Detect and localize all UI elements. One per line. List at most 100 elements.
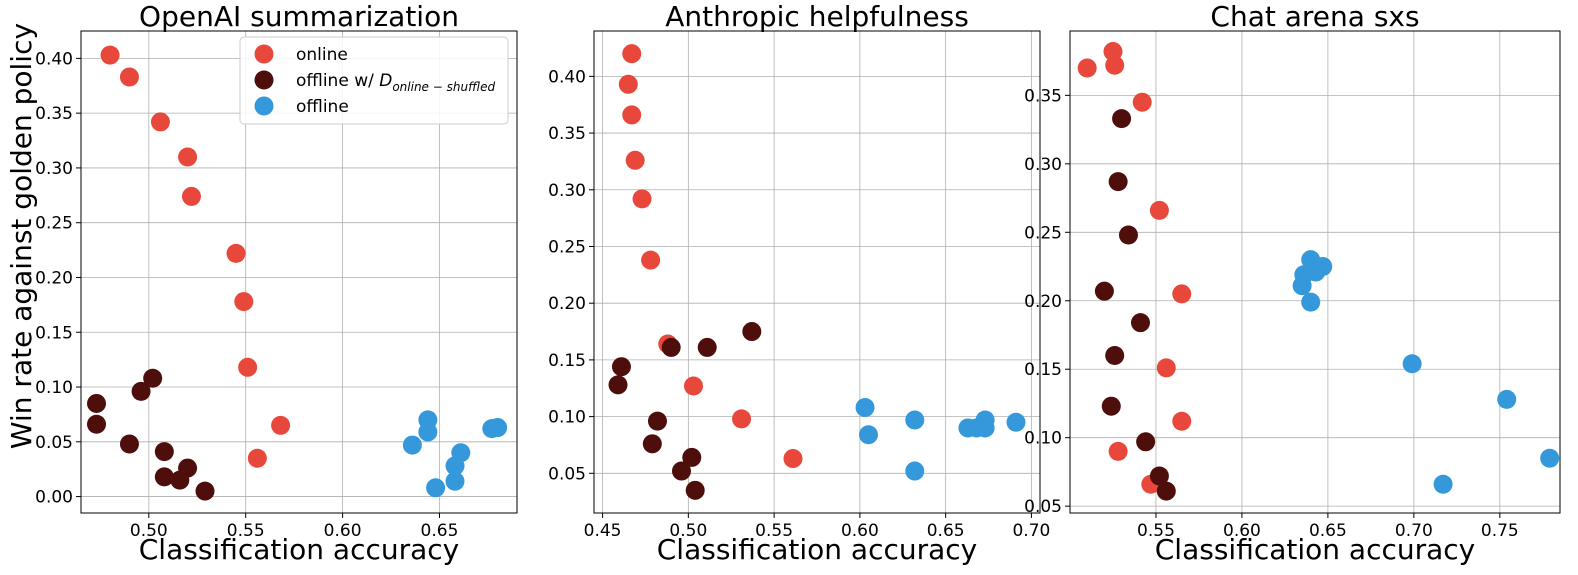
data-point bbox=[1149, 466, 1169, 486]
data-point bbox=[1105, 55, 1125, 75]
data-point bbox=[445, 471, 465, 491]
data-point bbox=[1130, 313, 1150, 333]
data-point bbox=[143, 368, 163, 388]
y-tick-label: 0.20 bbox=[1024, 292, 1062, 312]
data-point bbox=[1108, 172, 1128, 192]
series-offline bbox=[855, 398, 1026, 481]
y-tick-label: 0.05 bbox=[548, 464, 586, 484]
data-point bbox=[181, 186, 201, 206]
series-online bbox=[1077, 42, 1192, 494]
data-point bbox=[625, 150, 645, 170]
x-tick-label: 0.50 bbox=[130, 521, 168, 541]
data-point bbox=[783, 449, 803, 469]
y-tick-label: 0.20 bbox=[35, 268, 73, 288]
data-point bbox=[1101, 396, 1121, 416]
data-point bbox=[119, 67, 139, 87]
series-offline_shuffled bbox=[87, 368, 215, 501]
panel-2: 0.45 0.50 0.55 0.60 0.65 0.70 0.05 0.10 0.15 0.20… bbox=[548, 0, 1050, 566]
data-point bbox=[451, 443, 471, 463]
x-tick-label: 0.75 bbox=[1481, 521, 1519, 541]
data-point bbox=[1156, 481, 1176, 501]
data-point bbox=[234, 292, 254, 312]
legend-box bbox=[239, 36, 509, 125]
y-tick-label: 0.40 bbox=[548, 67, 586, 87]
data-point bbox=[622, 44, 642, 64]
y-tick-label: 0.35 bbox=[35, 104, 73, 124]
data-point bbox=[1497, 389, 1517, 409]
data-point bbox=[618, 74, 638, 94]
data-point bbox=[632, 189, 652, 209]
x-tick-label: 0.70 bbox=[1395, 521, 1433, 541]
chart-title: OpenAI summarization bbox=[139, 0, 459, 33]
panel-1: 0.50 0.55 0.60 0.65 0.00 0.05 0.10 0.15 0.20 0.25… bbox=[35, 0, 518, 566]
data-point bbox=[855, 398, 875, 418]
data-point bbox=[119, 434, 139, 454]
y-tick-label: 0.05 bbox=[1024, 497, 1062, 517]
data-point bbox=[1292, 276, 1312, 296]
y-tick-label: 0.30 bbox=[1024, 155, 1062, 175]
x-tick-label: 0.65 bbox=[421, 521, 459, 541]
legend-marker bbox=[254, 96, 274, 116]
chart-title: Anthropic helpfulness bbox=[665, 0, 969, 33]
y-tick-label: 0.30 bbox=[548, 181, 586, 201]
x-tick-label: 0.70 bbox=[1012, 521, 1050, 541]
x-tick-label: 0.60 bbox=[1223, 521, 1261, 541]
y-tick-label: 0.35 bbox=[1024, 86, 1062, 106]
data-point bbox=[905, 410, 925, 430]
data-point bbox=[418, 422, 438, 442]
data-point bbox=[226, 243, 246, 263]
x-axis-label: Classification accuracy bbox=[139, 533, 460, 566]
data-point bbox=[150, 112, 170, 132]
data-point bbox=[1540, 448, 1560, 468]
series-offline bbox=[402, 410, 508, 498]
plot-frame bbox=[1069, 30, 1561, 514]
legend-marker bbox=[254, 44, 274, 64]
chart-title: Chat arena sxs bbox=[1210, 0, 1419, 33]
data-point bbox=[1132, 92, 1152, 112]
y-tick-label: 0.25 bbox=[548, 237, 586, 257]
data-point bbox=[608, 375, 628, 395]
data-point bbox=[642, 434, 662, 454]
panels: 0.50 0.55 0.60 0.65 0.00 0.05 0.10 0.15 0.20 0.25… bbox=[35, 0, 1561, 566]
data-point bbox=[641, 250, 661, 270]
data-point bbox=[682, 447, 702, 467]
plot-frame bbox=[80, 30, 518, 514]
data-point bbox=[611, 357, 631, 377]
data-point bbox=[1156, 358, 1176, 378]
data-point bbox=[87, 414, 107, 434]
data-point bbox=[238, 357, 258, 377]
series-online bbox=[100, 45, 291, 468]
data-point bbox=[671, 461, 691, 481]
series-offline_shuffled bbox=[1094, 109, 1176, 501]
data-point bbox=[697, 337, 717, 357]
y-tick-label: 0.10 bbox=[35, 378, 73, 398]
data-point bbox=[1402, 354, 1422, 374]
y-axis-label: Win rate against golden policy bbox=[5, 23, 38, 449]
data-point bbox=[1077, 58, 1097, 78]
y-tick-label: 0.35 bbox=[548, 124, 586, 144]
y-tick-label: 0.40 bbox=[35, 49, 73, 69]
x-axis-label: Classification accuracy bbox=[1155, 533, 1476, 566]
data-point bbox=[100, 45, 120, 65]
y-tick-label: 0.30 bbox=[35, 159, 73, 179]
y-tick-label: 0.15 bbox=[35, 323, 73, 343]
panel-3: 0.55 0.60 0.65 0.70 0.75 0.05 0.10 0.15 0.20 0.25… bbox=[1024, 0, 1561, 566]
y-tick-label: 0.25 bbox=[1024, 223, 1062, 243]
x-tick-label: 0.50 bbox=[669, 521, 707, 541]
data-point bbox=[732, 409, 752, 429]
data-point bbox=[1118, 225, 1138, 245]
data-point bbox=[1149, 200, 1169, 220]
x-tick-label: 0.65 bbox=[1309, 521, 1347, 541]
series-offline bbox=[1292, 250, 1560, 494]
data-point bbox=[858, 425, 878, 445]
data-point bbox=[1108, 441, 1128, 461]
data-point bbox=[1112, 109, 1132, 129]
y-tick-label: 0.15 bbox=[548, 351, 586, 371]
data-point bbox=[742, 322, 762, 342]
data-point bbox=[975, 418, 995, 438]
data-point bbox=[685, 480, 705, 500]
y-tick-label: 0.10 bbox=[548, 408, 586, 428]
x-tick-label: 0.45 bbox=[584, 521, 622, 541]
